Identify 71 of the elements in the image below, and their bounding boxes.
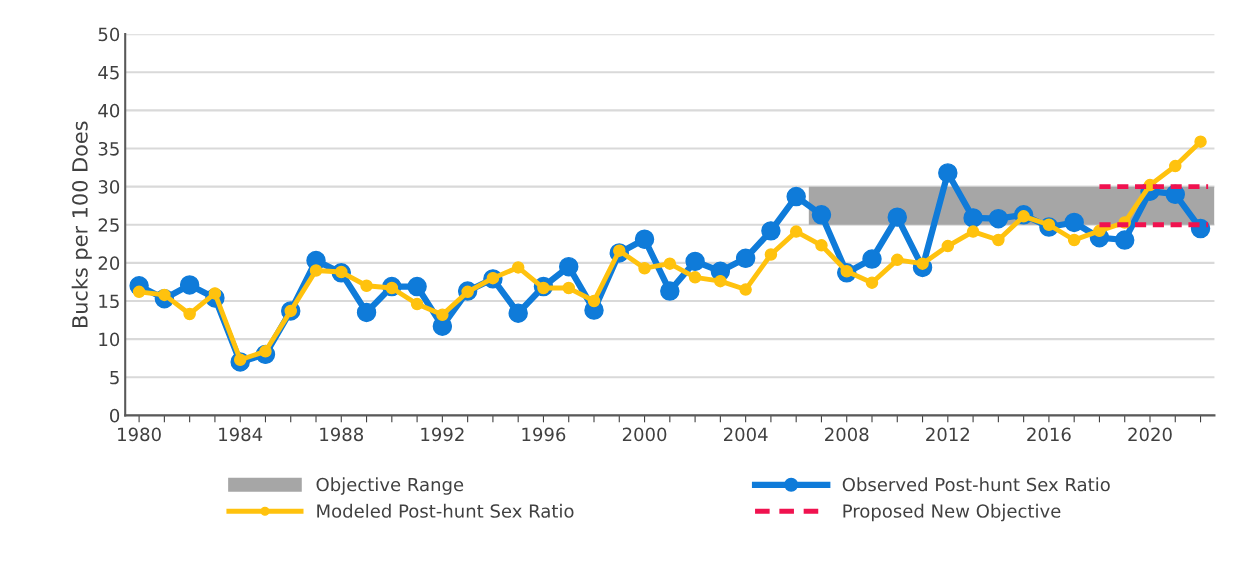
x-tick-label: 1984 <box>219 427 263 442</box>
x-tick-label: 1996 <box>522 427 566 442</box>
point <box>436 308 449 321</box>
point <box>887 207 907 227</box>
point <box>735 248 756 269</box>
x-tick-label: 2000 <box>622 427 667 442</box>
x-tick-label: 1980 <box>118 427 161 442</box>
point <box>685 251 705 272</box>
x-tick-label: 2008 <box>825 427 869 442</box>
point <box>309 264 323 277</box>
point <box>1067 233 1081 247</box>
point <box>815 239 828 252</box>
legend-label: Proposed New Objective <box>843 503 1061 522</box>
point <box>789 225 803 238</box>
point <box>714 274 727 288</box>
point <box>179 275 200 295</box>
y-tick-label: 25 <box>98 218 119 232</box>
legend-label: Objective Range <box>316 477 464 495</box>
point <box>992 233 1005 247</box>
y-tick-label: 50 <box>98 27 120 42</box>
point <box>764 248 778 261</box>
point <box>1064 212 1084 233</box>
y-tick-label: 35 <box>98 141 119 156</box>
point <box>862 249 882 269</box>
point <box>638 261 651 275</box>
point <box>634 229 655 249</box>
point <box>663 257 677 270</box>
point <box>941 239 955 253</box>
point <box>410 297 424 311</box>
legend-label: Observed Post-hunt Sex Ratio <box>842 477 1110 492</box>
point <box>562 281 575 295</box>
x-tick-label: 1988 <box>320 427 364 442</box>
y-tick-label: 40 <box>98 103 120 118</box>
point <box>183 307 196 321</box>
point <box>511 261 525 274</box>
point <box>508 303 528 323</box>
point <box>587 294 601 308</box>
point <box>811 205 832 225</box>
point <box>1115 230 1135 250</box>
y-axis-title: Bucks per 100 Does <box>71 121 92 327</box>
legend-label: Modeled Post-hunt Sex Ratio <box>317 503 574 518</box>
point <box>963 208 983 228</box>
point <box>1093 224 1106 238</box>
y-tick-label: 45 <box>98 65 119 80</box>
x-tick-label: 2020 <box>1128 427 1172 442</box>
point <box>559 256 579 277</box>
x-tick-label: 2012 <box>926 427 969 442</box>
y-tick-label: 0 <box>110 408 120 423</box>
point <box>786 186 806 207</box>
x-tick-label: 2004 <box>723 427 768 442</box>
point <box>660 281 680 301</box>
point <box>761 221 781 241</box>
point <box>688 271 702 284</box>
x-tick-label: 2016 <box>1027 427 1071 442</box>
point <box>891 253 904 267</box>
point <box>1194 135 1207 148</box>
point <box>1169 159 1182 173</box>
point <box>356 302 377 323</box>
y-tick-label: 15 <box>99 294 119 309</box>
x-tick-label: 1992 <box>421 427 464 442</box>
y-tick-label: 20 <box>98 256 120 270</box>
y-tick-label: 30 <box>98 180 120 194</box>
y-tick-label: 5 <box>110 370 119 385</box>
point <box>360 279 373 293</box>
point <box>865 276 879 289</box>
point <box>966 225 980 238</box>
point <box>739 283 752 296</box>
point <box>407 276 427 297</box>
point <box>988 208 1009 229</box>
point <box>938 163 958 183</box>
y-tick-label: 10 <box>99 332 120 347</box>
